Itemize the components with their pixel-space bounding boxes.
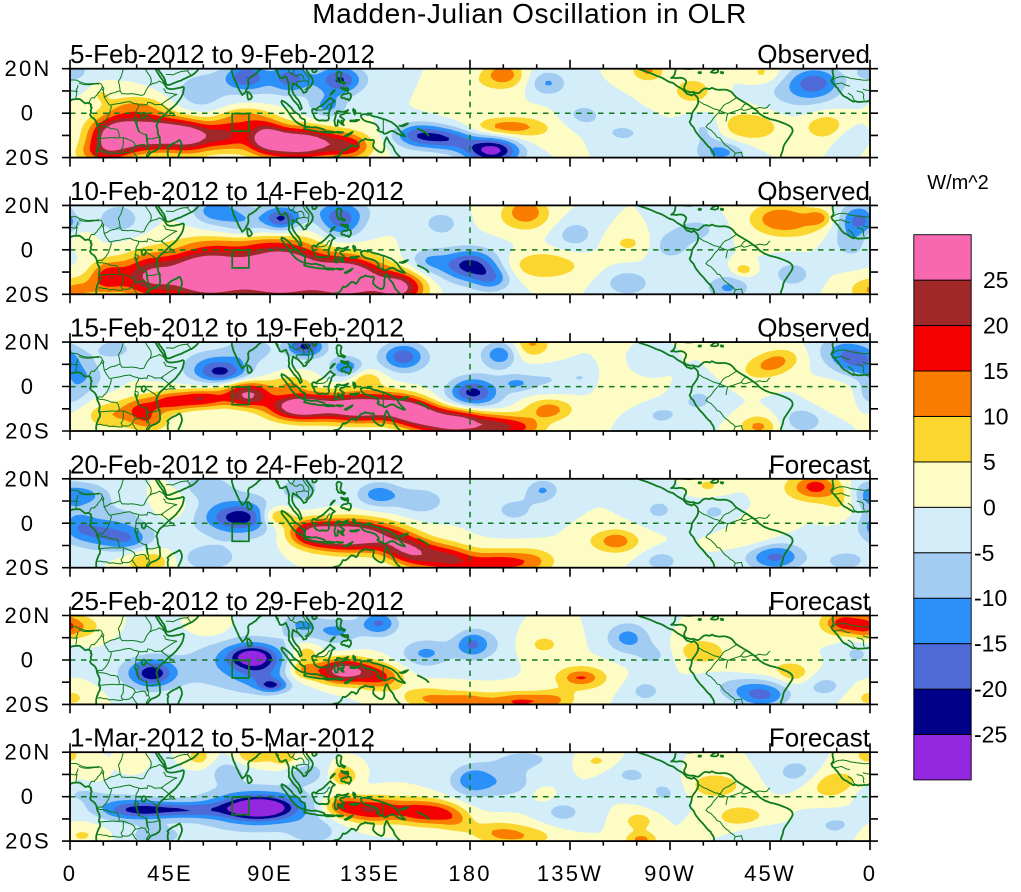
svg-text:135W: 135W — [537, 861, 603, 886]
svg-text:Forecast: Forecast — [769, 449, 871, 479]
svg-text:Observed: Observed — [757, 313, 870, 343]
svg-text:0: 0 — [21, 784, 35, 809]
svg-text:0: 0 — [21, 511, 35, 536]
svg-text:0: 0 — [21, 374, 35, 399]
svg-text:90E: 90E — [247, 861, 293, 886]
svg-text:20N: 20N — [5, 193, 52, 218]
svg-text:20-Feb-2012 to 24-Feb-2012: 20-Feb-2012 to 24-Feb-2012 — [70, 449, 404, 479]
svg-text:90W: 90W — [644, 861, 696, 886]
svg-text:20S: 20S — [5, 419, 51, 444]
svg-text:135E: 135E — [340, 861, 400, 886]
svg-text:20N: 20N — [5, 330, 52, 355]
svg-text:5-Feb-2012 to 9-Feb-2012: 5-Feb-2012 to 9-Feb-2012 — [70, 39, 375, 69]
svg-text:-20: -20 — [974, 676, 1007, 702]
svg-text:20S: 20S — [5, 692, 51, 717]
svg-text:0: 0 — [21, 648, 35, 673]
svg-text:20N: 20N — [5, 603, 52, 628]
svg-text:20N: 20N — [5, 740, 52, 765]
svg-text:180: 180 — [448, 861, 491, 886]
svg-text:20S: 20S — [5, 282, 51, 307]
svg-text:20: 20 — [983, 313, 1009, 339]
svg-text:0: 0 — [983, 494, 996, 520]
svg-text:0: 0 — [21, 237, 35, 262]
svg-text:0: 0 — [863, 861, 877, 886]
svg-text:1-Mar-2012 to 5-Mar-2012: 1-Mar-2012 to 5-Mar-2012 — [70, 723, 375, 753]
svg-text:20S: 20S — [5, 555, 51, 580]
svg-text:Observed: Observed — [757, 176, 870, 206]
svg-text:0: 0 — [21, 101, 35, 126]
svg-text:20S: 20S — [5, 145, 51, 170]
svg-text:20S: 20S — [5, 829, 51, 854]
svg-text:-25: -25 — [974, 722, 1007, 748]
svg-text:45E: 45E — [147, 861, 193, 886]
svg-text:Madden-Julian Oscillation in O: Madden-Julian Oscillation in OLR — [312, 0, 747, 29]
svg-text:10-Feb-2012 to 14-Feb-2012: 10-Feb-2012 to 14-Feb-2012 — [70, 176, 404, 206]
svg-text:-15: -15 — [974, 631, 1007, 657]
svg-text:10: 10 — [983, 404, 1009, 430]
svg-text:W/m^2: W/m^2 — [927, 172, 989, 194]
svg-text:15: 15 — [983, 358, 1009, 384]
svg-text:-5: -5 — [974, 540, 994, 566]
svg-text:Forecast: Forecast — [769, 723, 871, 753]
svg-text:Observed: Observed — [757, 39, 870, 69]
svg-text:20N: 20N — [5, 466, 52, 491]
svg-text:5: 5 — [983, 449, 996, 475]
svg-text:15-Feb-2012 to 19-Feb-2012: 15-Feb-2012 to 19-Feb-2012 — [70, 313, 404, 343]
svg-text:Forecast: Forecast — [769, 586, 871, 616]
svg-text:25: 25 — [983, 267, 1009, 293]
svg-text:0: 0 — [63, 861, 77, 886]
svg-text:45W: 45W — [744, 861, 796, 886]
svg-text:25-Feb-2012 to 29-Feb-2012: 25-Feb-2012 to 29-Feb-2012 — [70, 586, 404, 616]
svg-text:20N: 20N — [5, 56, 52, 81]
svg-text:-10: -10 — [974, 585, 1007, 611]
